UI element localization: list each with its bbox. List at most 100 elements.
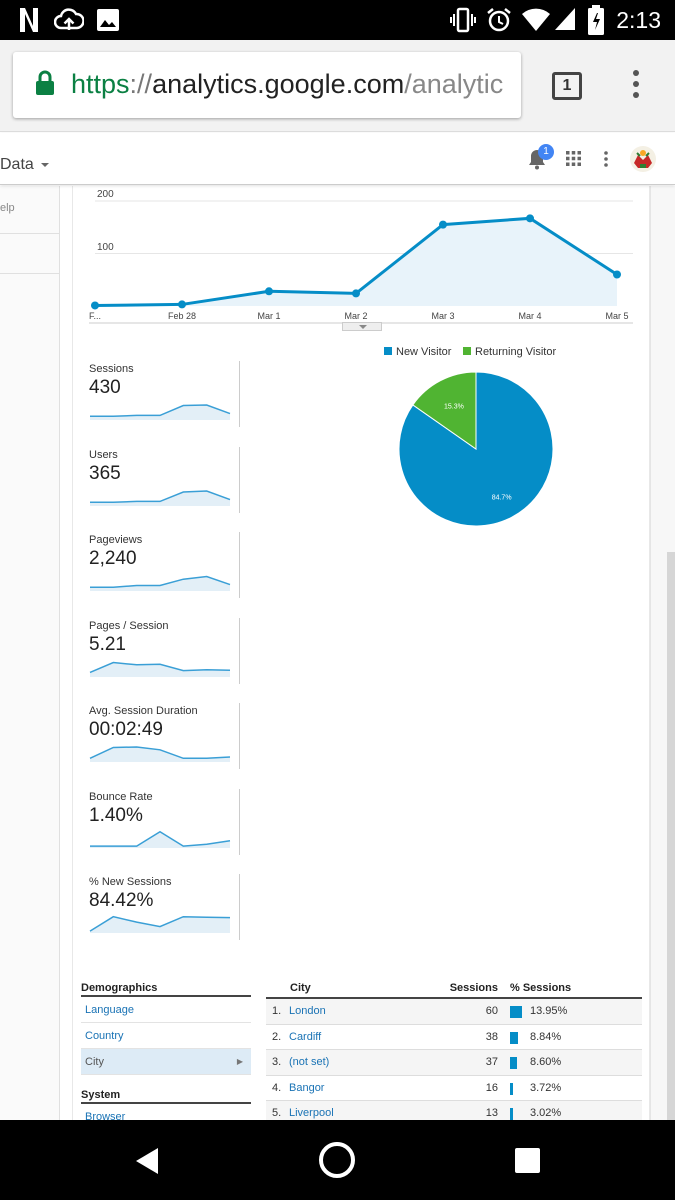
city-column-header[interactable]: City bbox=[290, 982, 311, 994]
legend-swatch bbox=[463, 347, 471, 355]
apps-grid-icon[interactable] bbox=[566, 151, 581, 166]
row-rank: 3. bbox=[272, 1056, 282, 1069]
demographics-item-country[interactable]: Country bbox=[81, 1023, 251, 1049]
metric-value: 2,240 bbox=[89, 548, 137, 569]
pct-sessions-column-header[interactable]: % Sessions bbox=[510, 982, 572, 994]
sparkline-line bbox=[90, 489, 231, 503]
data-point[interactable] bbox=[265, 287, 273, 296]
metric-label: Pageviews bbox=[89, 534, 143, 546]
metric-divider bbox=[239, 532, 240, 598]
pie-slice[interactable] bbox=[412, 371, 477, 450]
sessions-value: 38 bbox=[485, 1030, 498, 1043]
data-point[interactable] bbox=[91, 301, 99, 310]
vibrate-icon bbox=[450, 7, 476, 33]
pct-sessions-bar bbox=[510, 1108, 513, 1121]
metric-label: Bounce Rate bbox=[89, 790, 153, 803]
line-chart-svg bbox=[89, 200, 633, 324]
table-row: 2. Cardiff 38 8.84% bbox=[266, 1025, 642, 1051]
x-tick-label: F... bbox=[88, 311, 102, 321]
city-link[interactable]: London bbox=[289, 1005, 326, 1017]
sparkline-line bbox=[89, 915, 231, 932]
data-point[interactable] bbox=[178, 300, 186, 309]
table-header: City Sessions % Sessions bbox=[266, 980, 642, 999]
metric-card[interactable]: Avg. Session Duration 00:02:49 bbox=[89, 703, 241, 769]
data-point[interactable] bbox=[439, 220, 447, 229]
sparkline-area bbox=[90, 576, 230, 591]
row-rank: 1. bbox=[272, 1005, 282, 1017]
sparkline bbox=[90, 830, 231, 848]
metric-card[interactable]: Users 365 bbox=[89, 446, 241, 513]
x-tick-label: Mar 3 bbox=[431, 311, 455, 321]
sessions-value: 37 bbox=[485, 1056, 498, 1069]
url-separator: :// bbox=[129, 69, 153, 99]
demographics-heading: Demographics bbox=[81, 980, 251, 997]
demographics-nav: Demographics Language Country City ▶ Sys… bbox=[81, 980, 251, 1130]
sessions-value: 13 bbox=[485, 1107, 498, 1120]
x-tick-label: Mar 5 bbox=[605, 311, 629, 321]
city-link[interactable]: Liverpool bbox=[289, 1107, 334, 1120]
city-link[interactable]: Cardiff bbox=[289, 1030, 322, 1043]
metric-value: 5.21 bbox=[89, 633, 126, 655]
sparkline-area bbox=[90, 662, 230, 677]
metric-divider bbox=[239, 446, 240, 513]
avatar[interactable] bbox=[629, 145, 657, 173]
battery-icon bbox=[588, 5, 604, 35]
sessions-column-header[interactable]: Sessions bbox=[449, 982, 498, 994]
url-bar[interactable]: https://analytics.google.com/analytic bbox=[13, 52, 521, 118]
metric-divider bbox=[239, 703, 240, 769]
table-row: 3. (not set) 37 8.60% bbox=[266, 1050, 642, 1076]
metric-card[interactable]: Pageviews 2,240 bbox=[89, 532, 241, 598]
system-heading: System bbox=[81, 1087, 251, 1104]
wifi-icon bbox=[522, 8, 550, 31]
legend-item-new-visitor: New Visitor bbox=[384, 346, 451, 358]
demographics-item-language[interactable]: Language bbox=[81, 997, 251, 1023]
row-rank: 2. bbox=[272, 1030, 282, 1043]
back-icon[interactable] bbox=[134, 1147, 160, 1175]
chart-collapse-handle[interactable] bbox=[342, 322, 382, 331]
sparkline-area bbox=[90, 405, 230, 420]
city-link[interactable]: (not set) bbox=[289, 1056, 330, 1069]
scrollbar-thumb[interactable] bbox=[667, 552, 675, 1120]
home-button[interactable] bbox=[319, 1142, 355, 1178]
data-point[interactable] bbox=[526, 214, 534, 223]
demographics-item-city[interactable]: City ▶ bbox=[81, 1049, 251, 1075]
metric-card[interactable]: % New Sessions 84.42% bbox=[89, 874, 241, 940]
help-nav-item[interactable]: elp bbox=[0, 202, 15, 214]
recents-button[interactable] bbox=[515, 1148, 540, 1173]
pie-slice-label: 15.3% bbox=[443, 403, 464, 411]
netflix-icon bbox=[20, 8, 38, 32]
legend-item-returning-visitor: Returning Visitor bbox=[463, 346, 556, 358]
sparkline-line bbox=[90, 830, 231, 847]
alarm-icon bbox=[487, 8, 511, 32]
sparkline-line bbox=[89, 746, 231, 760]
data-point[interactable] bbox=[613, 270, 621, 279]
sparkline-area bbox=[90, 831, 230, 848]
pie-svg bbox=[398, 371, 554, 527]
city-link[interactable]: Bangor bbox=[289, 1081, 325, 1094]
view-selector[interactable]: Data bbox=[0, 156, 50, 174]
caret-down-icon bbox=[41, 163, 50, 167]
tab-switcher-button[interactable]: 1 bbox=[552, 72, 582, 100]
more-options-icon[interactable] bbox=[603, 150, 609, 168]
metric-card[interactable]: Pages / Session 5.21 bbox=[89, 617, 241, 684]
sidebar-divider bbox=[0, 233, 60, 234]
x-tick-label: Mar 4 bbox=[518, 311, 542, 321]
status-bar: 2:13 bbox=[0, 0, 675, 40]
metric-label: % New Sessions bbox=[89, 876, 172, 888]
pie-slice-label: 84.7% bbox=[491, 494, 512, 502]
pct-sessions-value: 8.60% bbox=[530, 1056, 562, 1069]
metric-label: Users bbox=[89, 448, 118, 461]
audience-overview-panel: 100 200 F... Feb 28 Mar 1 Mar 2 Mar 3 Mar 4 Mar … bbox=[72, 186, 650, 1130]
y-tick-label: 200 bbox=[97, 189, 114, 200]
data-point[interactable] bbox=[352, 289, 360, 298]
pct-sessions-value: 8.84% bbox=[530, 1030, 562, 1043]
metric-card[interactable]: Bounce Rate 1.40% bbox=[89, 788, 241, 855]
image-icon bbox=[97, 9, 119, 31]
metric-divider bbox=[239, 361, 240, 427]
table-row: 1. London 60 13.95% bbox=[266, 999, 642, 1025]
url-path: /analytic bbox=[404, 69, 504, 99]
pct-sessions-bar bbox=[510, 1057, 518, 1070]
metric-card[interactable]: Sessions 430 bbox=[89, 361, 241, 427]
browser-menu-icon[interactable] bbox=[626, 70, 646, 102]
metric-label: Sessions bbox=[89, 363, 134, 375]
